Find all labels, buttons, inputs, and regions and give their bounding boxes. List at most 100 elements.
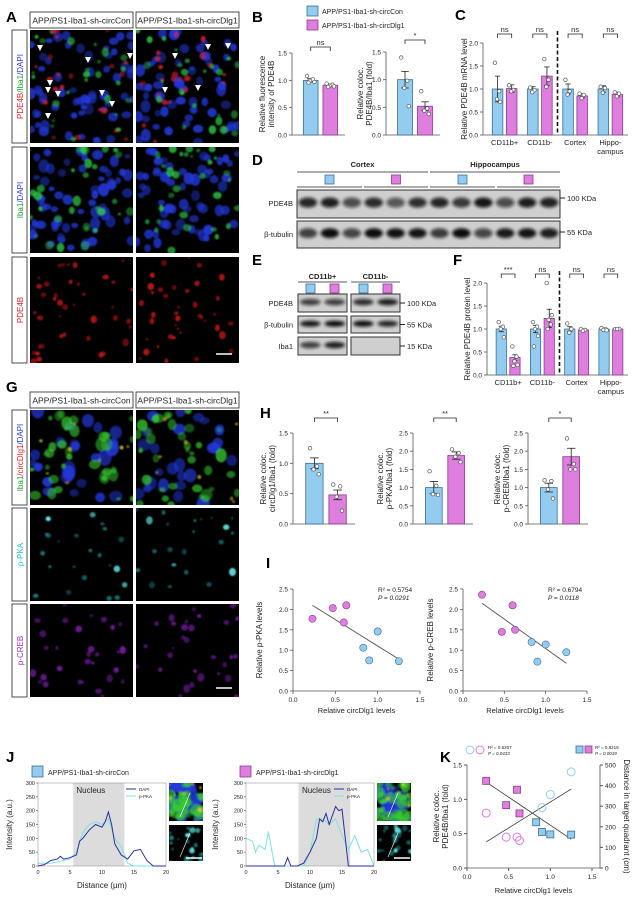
- data-point: [506, 83, 512, 88]
- panel-label: I: [266, 555, 270, 572]
- y-tick-label: 0.0: [469, 133, 478, 140]
- significance-label: ns: [501, 25, 509, 34]
- panel-label: B: [252, 9, 263, 26]
- blot-cd11b-neg: [350, 336, 401, 356]
- data-point-con: [359, 643, 368, 652]
- group-swatch-dlg: [239, 765, 252, 778]
- blot-cd11b-pos: [297, 336, 348, 356]
- data-point: [514, 354, 519, 359]
- y-axis-label: PDE4B/Iba1 (fold): [441, 784, 450, 849]
- y-tick-label: 1.5: [453, 763, 462, 770]
- x-tick-label: 1.5: [415, 697, 424, 704]
- y-tick-label: 0.5: [473, 350, 482, 357]
- y-tick-label: 0.0: [473, 373, 482, 380]
- panel-label: A: [6, 9, 17, 26]
- y-tick-label: 0.0: [449, 689, 458, 696]
- y-tick-label: 0: [32, 864, 35, 870]
- significance-label: *: [559, 409, 562, 418]
- legend-square-dlg: [584, 745, 593, 754]
- arrowhead-icon: [45, 113, 51, 119]
- y-axis-label: Relative p-PKA levels: [255, 602, 264, 678]
- x-category-label: CD11b-: [530, 378, 556, 387]
- x-tick-label: 0.0: [462, 874, 471, 881]
- y-tick-label: 1.5: [514, 467, 523, 474]
- data-point: [510, 344, 515, 349]
- square-point-dlg: [513, 785, 521, 794]
- mw-marker: 55 KDa: [567, 228, 593, 237]
- x-tick-label: 0: [36, 870, 39, 876]
- data-point-dlg: [508, 601, 517, 610]
- nucleus-region: [298, 783, 351, 866]
- y-axis-label: PDE4B/Iba1 (fold): [365, 61, 374, 126]
- data-point-dlg: [497, 627, 506, 636]
- inset-merge: [377, 783, 411, 821]
- y-tick-label: 2.5: [279, 587, 288, 594]
- channel-name: /circDlg1: [16, 444, 25, 476]
- legend-label: p-PKA: [139, 794, 152, 799]
- profile-line-dapi: [37, 810, 166, 867]
- legend-label: DAPI: [347, 787, 358, 792]
- y-tick-label: 100: [26, 836, 35, 842]
- significance-bracket: [314, 417, 338, 422]
- data-point: [494, 96, 500, 102]
- bar-dlg: [611, 94, 624, 136]
- channel-name: p-CREB: [16, 636, 25, 665]
- bar-dlg: [505, 88, 518, 136]
- data-point: [549, 478, 554, 484]
- y-tick-label: 300: [234, 781, 243, 787]
- group-header: APP/PS1-Iba1-sh-circCon: [32, 396, 131, 406]
- micrograph-circcon: [30, 147, 133, 253]
- channel-name: /Iba1: [16, 74, 25, 92]
- bar-con: [527, 88, 539, 136]
- data-point-dlg: [339, 618, 348, 627]
- data-point: [492, 60, 498, 65]
- x-tick-label: 1.0: [546, 874, 555, 881]
- x-tick-label: 0.5: [504, 874, 513, 881]
- data-point: [314, 464, 320, 469]
- y-axis-label: intensity of PDE4B: [267, 61, 276, 128]
- y-tick-label: 1.0: [399, 485, 408, 492]
- channel-name: PDE4B: [16, 93, 25, 119]
- x-tick-label: 0.0: [458, 697, 467, 704]
- bar-con: [598, 328, 610, 376]
- y-right-tick-label: 0: [605, 866, 609, 873]
- panel-label: C: [455, 7, 466, 24]
- data-point: [339, 508, 345, 513]
- y-tick-label: 0.0: [399, 522, 408, 529]
- x-tick-label: 1.5: [587, 874, 596, 881]
- arrowhead-icon: [172, 53, 178, 59]
- micrograph-circcon: [30, 604, 133, 697]
- blot-cd11b-neg: [350, 315, 401, 334]
- row-label-box: [11, 29, 28, 144]
- significance-bracket: [532, 33, 548, 38]
- data-point: [545, 326, 550, 332]
- legend-swatch-dlg: [306, 19, 319, 31]
- significance-label: *: [414, 31, 417, 40]
- arrowhead-icon: [55, 91, 61, 97]
- channel-label: Iba1/circDlg1/DAPI: [16, 424, 25, 492]
- mw-marker: 15 KDa: [407, 342, 433, 351]
- data-point: [542, 56, 547, 62]
- y-tick-label: 1.0: [514, 485, 523, 492]
- profile-line-dapi: [246, 805, 374, 867]
- data-point: [544, 280, 549, 286]
- circle-point-dlg: [501, 832, 511, 842]
- data-point-con: [562, 648, 571, 657]
- significance-bracket: [569, 273, 584, 278]
- circle-point-dlg: [515, 836, 524, 846]
- y-axis-label: Relative PDE4B protein level: [463, 277, 472, 380]
- group-header: APP/PS1-Iba1-sh-circDlg1: [137, 396, 237, 406]
- data-point: [515, 362, 520, 368]
- row-label-box: [11, 507, 28, 602]
- data-point: [498, 99, 503, 105]
- y-axis-label: Relative coloc.: [493, 452, 502, 504]
- square-point-con: [532, 818, 541, 827]
- blot-row-label: β-tubulin: [264, 321, 293, 330]
- blot-region-header: CD11b-: [363, 272, 389, 281]
- y-tick-label: 1.5: [279, 627, 288, 634]
- y-tick-label: 0.5: [399, 503, 408, 510]
- legend-square-con: [575, 745, 584, 754]
- y-tick-label: 0.5: [449, 668, 458, 675]
- panel-label: F: [453, 252, 462, 269]
- mw-marker: 100 KDa: [567, 194, 597, 203]
